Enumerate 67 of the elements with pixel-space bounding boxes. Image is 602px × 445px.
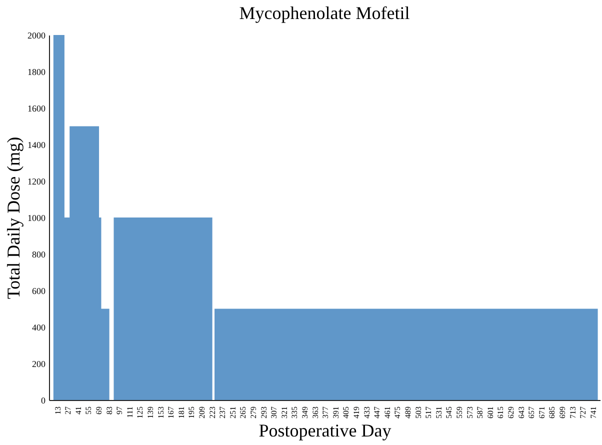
x-tick-label: 615 [496, 406, 506, 418]
x-tick-label: 27 [64, 406, 73, 414]
y-tick-label: 1800 [28, 67, 46, 77]
x-tick-label: 377 [321, 406, 330, 418]
x-tick-label: 587 [476, 406, 485, 418]
x-tick-label: 167 [166, 406, 176, 418]
x-tick-label: 293 [259, 406, 268, 418]
x-axis-title: Postoperative Day [258, 420, 392, 440]
y-tick-label: 1000 [28, 213, 46, 223]
x-tick-label: 279 [249, 406, 258, 418]
x-tick-label: 643 [516, 406, 526, 418]
y-tick-label: 1200 [28, 176, 46, 186]
x-tick-label: 349 [300, 406, 310, 418]
y-tick-label: 800 [32, 250, 46, 260]
x-tick-label: 475 [393, 406, 402, 418]
x-tick-label: 489 [403, 406, 412, 418]
x-tick-label: 13 [53, 406, 62, 414]
x-tick-label: 181 [176, 406, 186, 418]
x-tick-label: 503 [414, 406, 423, 418]
x-tick-label: 363 [310, 406, 320, 418]
x-tick-label: 69 [94, 406, 104, 414]
x-tick-label: 265 [238, 406, 248, 418]
x-tick-label: 629 [506, 406, 516, 418]
x-tick-label: 41 [74, 406, 83, 414]
x-tick-label: 531 [434, 406, 444, 418]
x-tick-label: 685 [548, 406, 557, 418]
x-tick-label: 713 [568, 406, 578, 418]
x-tick-label: 601 [486, 406, 495, 418]
x-tick-label: 209 [198, 406, 207, 418]
x-tick-label: 433 [362, 406, 372, 418]
x-tick-label: 573 [465, 406, 474, 418]
y-tick-label: 1600 [28, 104, 46, 114]
x-tick-label: 391 [331, 406, 340, 418]
x-tick-label: 741 [588, 406, 598, 418]
x-tick-label: 153 [156, 406, 166, 418]
y-axis-title: Total Daily Dose (mg) [4, 136, 24, 300]
x-tick-label: 195 [187, 406, 196, 418]
y-tick-label: 0 [41, 396, 46, 406]
x-tick-label: 727 [578, 406, 588, 418]
chart-title: Mycophenolate Mofetil [239, 3, 410, 23]
x-tick-label: 657 [527, 406, 536, 418]
x-tick-label: 251 [228, 406, 238, 418]
x-tick-label: 321 [280, 406, 289, 418]
y-tick-label: 400 [32, 322, 46, 332]
x-tick-label: 111 [125, 406, 134, 418]
x-tick-label: 461 [382, 406, 392, 418]
x-tick-label: 223 [208, 406, 217, 418]
x-tick-label: 97 [115, 406, 124, 414]
x-tick-label: 307 [270, 406, 279, 418]
x-tick-label: 83 [104, 406, 114, 414]
x-tick-label: 447 [372, 406, 382, 418]
x-tick-label: 699 [558, 406, 567, 418]
x-tick-label: 517 [424, 406, 434, 418]
x-tick-label: 55 [84, 406, 94, 414]
x-tick-label: 237 [218, 406, 228, 418]
y-tick-label: 2000 [28, 30, 46, 40]
x-tick-label: 671 [537, 406, 546, 418]
y-tick-label: 200 [32, 359, 46, 369]
x-tick-label: 139 [146, 406, 156, 418]
x-tick-label: 559 [454, 406, 464, 418]
y-tick-label: 600 [32, 286, 46, 296]
x-tick-label: 545 [444, 406, 454, 418]
x-tick-label: 125 [136, 406, 145, 418]
y-tick-label: 1400 [28, 140, 46, 150]
x-tick-label: 335 [290, 406, 300, 418]
x-tick-label: 419 [352, 406, 361, 418]
x-tick-label: 405 [342, 406, 351, 418]
